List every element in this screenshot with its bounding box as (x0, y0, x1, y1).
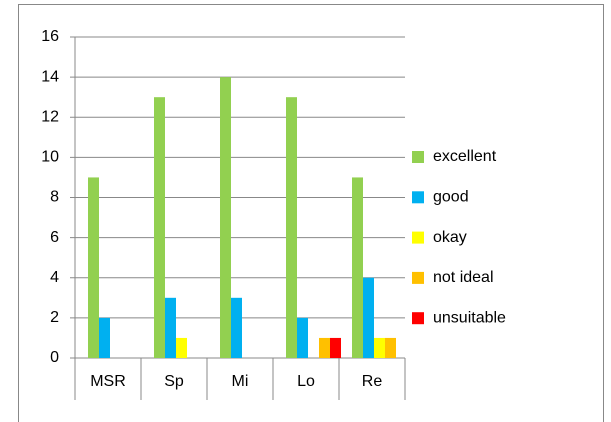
legend-label: okay (433, 229, 467, 246)
bar (165, 297, 176, 358)
bar (297, 317, 308, 358)
x-tick-label: Lo (297, 373, 315, 390)
bar (176, 337, 187, 358)
legend-swatch (412, 271, 424, 284)
y-tick-label: 2 (50, 309, 59, 326)
y-tick-label: 0 (50, 349, 59, 366)
legend-swatch (412, 151, 424, 163)
bar (363, 277, 374, 358)
legend-swatch (412, 312, 424, 325)
bar (330, 337, 341, 358)
bar (352, 177, 363, 358)
legend-label: not ideal (433, 269, 494, 286)
legend-swatch (412, 231, 424, 244)
x-tick-label: Re (362, 373, 383, 390)
bar (319, 337, 330, 358)
x-tick-label: Sp (164, 373, 184, 390)
y-tick-label: 14 (41, 68, 59, 85)
y-tick-label: 4 (50, 269, 59, 286)
x-tick-label: MSR (90, 373, 126, 390)
y-tick-label: 12 (41, 108, 59, 125)
legend-swatch (412, 191, 424, 204)
y-tick-label: 16 (41, 28, 59, 45)
legend-label: unsuitable (433, 309, 506, 326)
bar (88, 177, 99, 358)
y-tick-label: 6 (50, 229, 59, 246)
chart-frame (18, 4, 604, 422)
bar (220, 77, 231, 358)
bar (286, 97, 297, 358)
bar (99, 317, 110, 358)
bar (374, 337, 385, 358)
legend-label: good (433, 189, 469, 206)
bar (154, 97, 165, 358)
y-tick-label: 10 (41, 149, 59, 166)
x-tick-label: Mi (232, 373, 249, 390)
bar (231, 297, 242, 358)
bar (385, 337, 396, 358)
y-tick-label: 8 (50, 189, 59, 206)
legend-label: excellent (433, 148, 497, 165)
